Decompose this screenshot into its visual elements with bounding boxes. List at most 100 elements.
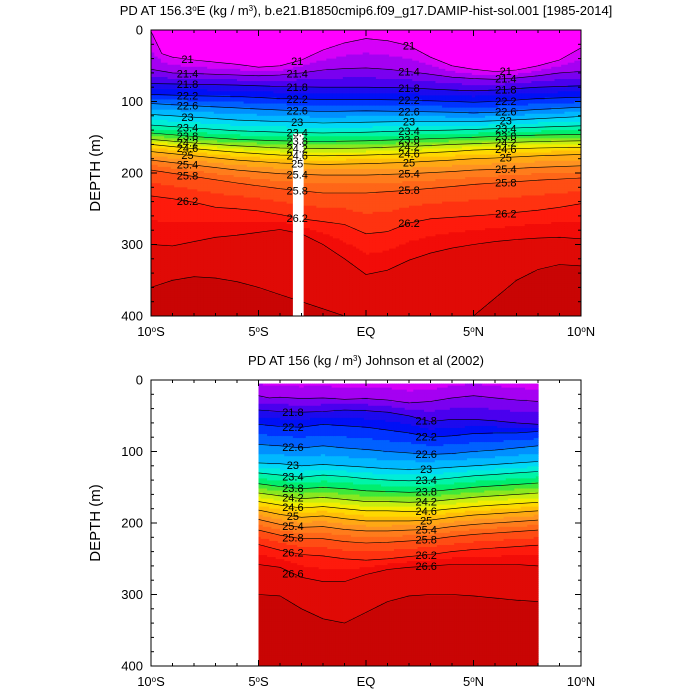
density-cell	[177, 130, 182, 133]
density-cell	[174, 173, 179, 176]
density-cell	[187, 240, 192, 244]
density-cell	[167, 79, 172, 82]
density-cell	[164, 72, 169, 76]
density-cell	[154, 64, 159, 68]
density-cell	[187, 297, 192, 301]
density-cell	[154, 201, 159, 205]
density-cell	[167, 311, 172, 315]
density-cell	[164, 42, 169, 45]
density-cell	[174, 54, 179, 58]
density-cell	[184, 189, 188, 192]
density-cell	[154, 250, 159, 254]
density-cell	[174, 205, 179, 209]
density-cell	[177, 148, 182, 152]
density-cell	[180, 113, 185, 117]
density-cell	[167, 234, 172, 237]
density-cell	[160, 269, 165, 272]
density-cell	[184, 277, 188, 280]
density-cell	[157, 38, 162, 41]
density-cell	[170, 250, 175, 254]
density-cell	[151, 66, 155, 70]
density-cell	[187, 109, 192, 113]
density-cell	[187, 121, 192, 125]
density-cell	[180, 226, 185, 229]
density-cell	[151, 148, 155, 152]
density-cell	[151, 309, 155, 313]
density-cell	[170, 83, 175, 86]
density-cell	[177, 107, 182, 111]
density-cell	[151, 269, 155, 272]
density-cell	[174, 297, 179, 301]
density-cell	[184, 134, 188, 137]
density-cell	[177, 297, 182, 301]
density-cell	[180, 238, 185, 242]
density-cell	[154, 66, 159, 70]
density-cell	[170, 303, 175, 307]
density-cell	[174, 191, 179, 195]
density-cell	[167, 48, 172, 52]
density-cell	[154, 79, 159, 82]
density-cell	[180, 60, 185, 64]
density-cell	[174, 168, 179, 172]
density-cell	[177, 177, 182, 180]
density-cell	[167, 166, 172, 170]
density-cell	[184, 175, 188, 178]
density-cell	[154, 74, 159, 78]
density-cell	[174, 193, 179, 197]
density-cell	[177, 246, 182, 250]
density-cell	[184, 217, 188, 221]
density-cell	[164, 248, 169, 252]
density-cell	[177, 46, 182, 49]
density-cell	[170, 68, 175, 72]
density-cell	[151, 46, 155, 49]
density-cell	[157, 187, 162, 190]
density-cell	[184, 46, 188, 49]
density-cell	[174, 189, 179, 192]
density-cell	[170, 273, 175, 276]
density-cell	[167, 152, 172, 156]
density-cell	[174, 277, 179, 280]
density-cell	[177, 72, 182, 76]
density-cell	[177, 277, 182, 280]
density-cell	[180, 295, 185, 299]
density-cell	[151, 205, 155, 209]
density-cell	[187, 150, 192, 154]
density-cell	[180, 279, 185, 282]
density-cell	[160, 181, 165, 184]
density-cell	[184, 246, 188, 250]
density-cell	[151, 152, 155, 156]
density-cell	[167, 262, 172, 266]
density-cell	[157, 81, 162, 84]
density-cell	[164, 158, 169, 162]
density-cell	[164, 219, 169, 223]
density-cell	[160, 313, 165, 316]
density-cell	[164, 203, 169, 207]
density-cell	[184, 207, 188, 211]
density-cell	[187, 119, 192, 123]
density-cell	[184, 285, 188, 288]
density-cell	[187, 89, 192, 92]
density-cell	[180, 97, 185, 101]
density-cell	[167, 56, 172, 60]
density-cell	[187, 287, 192, 291]
density-cell	[184, 240, 188, 244]
density-cell	[151, 256, 155, 260]
density-cell	[167, 164, 172, 168]
density-cell	[174, 199, 179, 203]
density-cell	[174, 136, 179, 139]
density-cell	[184, 136, 188, 139]
density-cell	[157, 111, 162, 115]
density-cell	[170, 226, 175, 229]
density-cell	[174, 248, 179, 252]
density-cell	[170, 179, 175, 182]
density-cell	[170, 213, 175, 217]
density-cell	[170, 72, 175, 76]
density-cell	[164, 85, 169, 88]
density-cell	[160, 209, 165, 213]
density-cell	[157, 105, 162, 109]
density-cell	[180, 62, 185, 66]
density-cell	[187, 152, 192, 156]
density-cell	[184, 66, 188, 70]
density-cell	[187, 36, 192, 39]
density-cell	[164, 262, 169, 266]
